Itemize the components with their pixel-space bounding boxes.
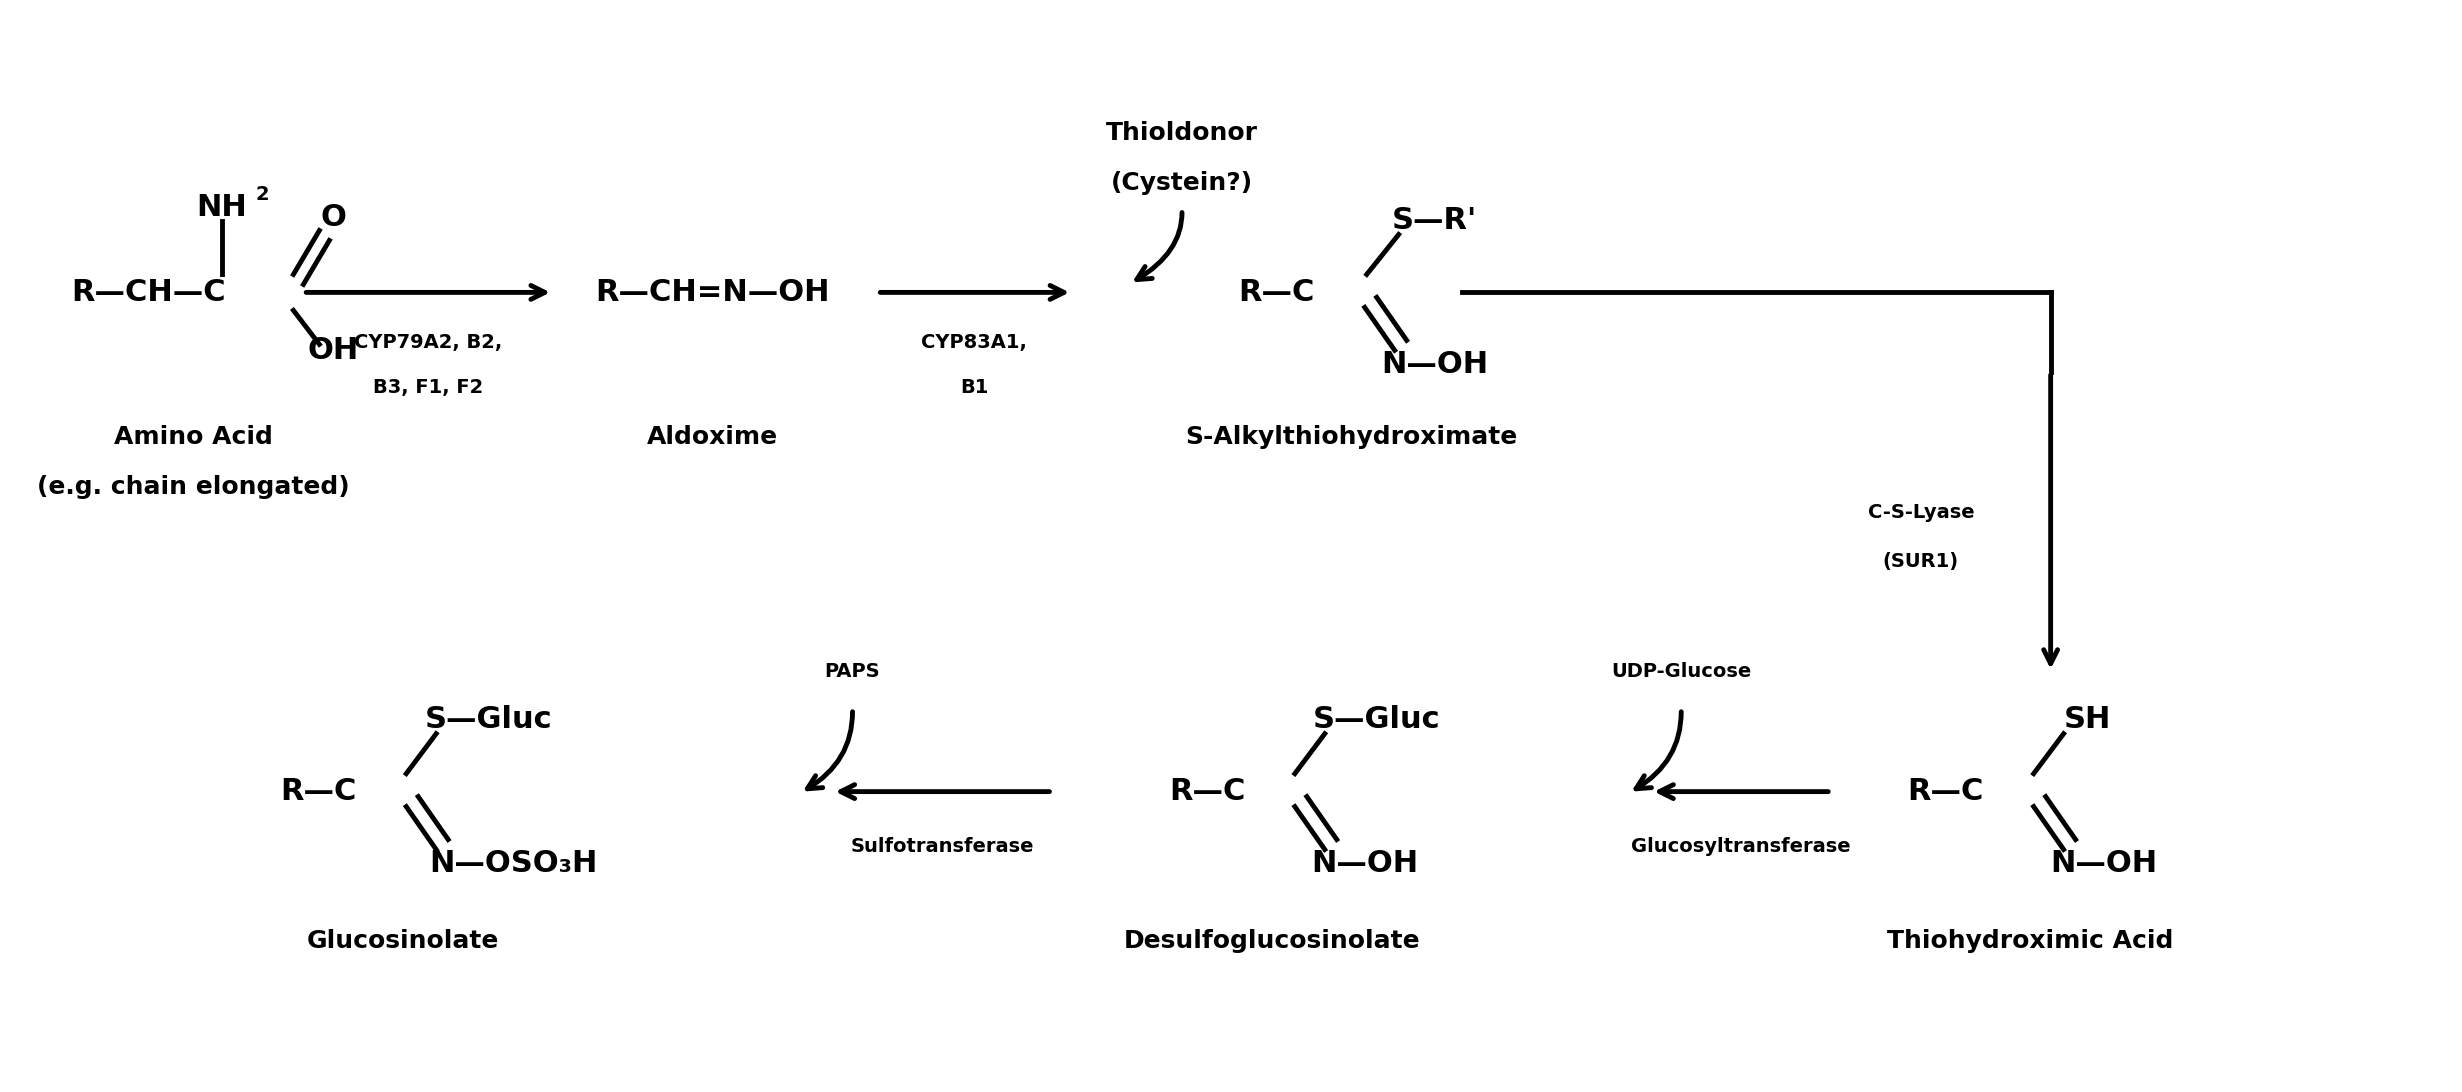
FancyArrowPatch shape xyxy=(808,712,852,788)
Text: CYP83A1,: CYP83A1, xyxy=(921,333,1027,352)
Text: R—C: R—C xyxy=(281,778,357,806)
Text: N—OH: N—OH xyxy=(1312,848,1418,878)
Text: PAPS: PAPS xyxy=(825,663,881,681)
FancyArrowPatch shape xyxy=(1137,213,1182,280)
Text: O: O xyxy=(320,203,347,232)
Text: (e.g. chain elongated): (e.g. chain elongated) xyxy=(37,475,350,499)
Text: S—Gluc: S—Gluc xyxy=(423,705,551,734)
Text: Glucosyltransferase: Glucosyltransferase xyxy=(1632,838,1851,856)
Text: R—C: R—C xyxy=(1169,778,1246,806)
Text: CYP79A2, B2,: CYP79A2, B2, xyxy=(355,333,502,352)
Text: N—OSO₃H: N—OSO₃H xyxy=(428,848,598,878)
Text: B1: B1 xyxy=(960,378,990,396)
Text: R—CH=N—OH: R—CH=N—OH xyxy=(596,277,830,307)
Text: Thioldonor: Thioldonor xyxy=(1105,120,1258,144)
Text: Aldoxime: Aldoxime xyxy=(648,425,778,449)
Text: R—C: R—C xyxy=(1908,778,1984,806)
Text: OH: OH xyxy=(308,336,359,365)
Text: B3, F1, F2: B3, F1, F2 xyxy=(374,378,483,396)
Text: UDP-Glucose: UDP-Glucose xyxy=(1610,663,1750,681)
Text: C-S-Lyase: C-S-Lyase xyxy=(1869,502,1975,522)
Text: (SUR1): (SUR1) xyxy=(1883,553,1960,571)
Text: NH: NH xyxy=(197,193,246,222)
Text: N—OH: N—OH xyxy=(2051,848,2157,878)
Text: N—OH: N—OH xyxy=(1381,349,1487,379)
Text: Desulfoglucosinolate: Desulfoglucosinolate xyxy=(1123,929,1421,953)
Text: 2: 2 xyxy=(256,185,268,204)
Text: Glucosinolate: Glucosinolate xyxy=(308,929,500,953)
Text: S—Gluc: S—Gluc xyxy=(1312,705,1440,734)
FancyArrowPatch shape xyxy=(1635,712,1682,788)
Text: R—C: R—C xyxy=(1238,277,1315,307)
Text: SH: SH xyxy=(2063,705,2112,734)
Text: R—CH—C: R—CH—C xyxy=(71,277,227,307)
Text: S-Alkylthiohydroximate: S-Alkylthiohydroximate xyxy=(1187,425,1519,449)
Text: S—R': S—R' xyxy=(1391,206,1477,235)
Text: Amino Acid: Amino Acid xyxy=(113,425,273,449)
Text: Sulfotransferase: Sulfotransferase xyxy=(852,838,1034,856)
Text: (Cystein?): (Cystein?) xyxy=(1110,170,1253,194)
Text: Thiohydroximic Acid: Thiohydroximic Acid xyxy=(1888,929,2174,953)
